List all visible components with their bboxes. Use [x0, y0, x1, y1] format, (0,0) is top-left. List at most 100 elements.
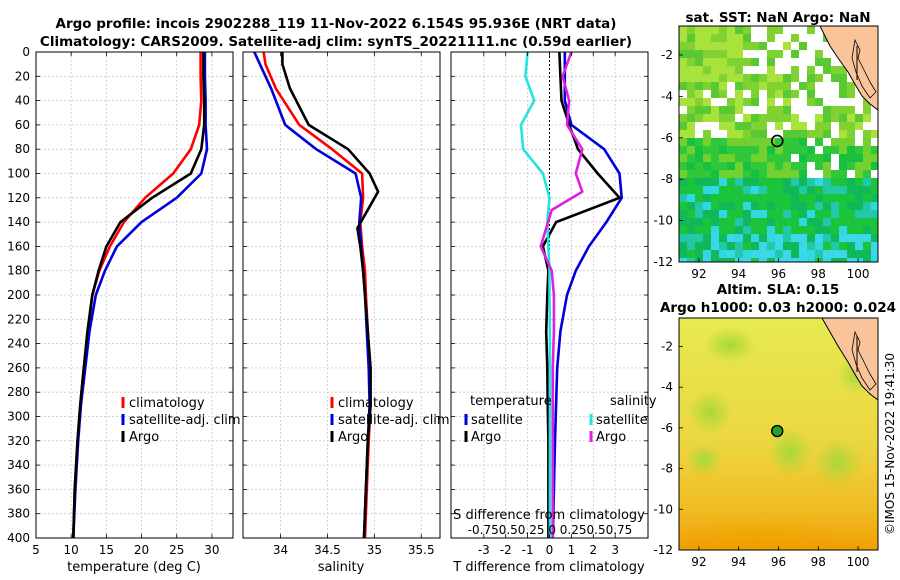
sst-cell	[831, 226, 839, 234]
sst-cell	[799, 162, 807, 170]
series-line-s-argo	[539, 52, 584, 538]
sst-cell	[791, 162, 799, 170]
sst-cell	[847, 234, 855, 242]
sst-map-ticks: 92 94 96 98 100 -2 -4 -6 -8 -10 -12	[653, 48, 869, 281]
sst-cell	[871, 226, 878, 234]
land-coast	[819, 26, 878, 111]
sst-cell	[799, 122, 807, 130]
sst-cell	[807, 170, 815, 178]
salinity-grid	[243, 51, 440, 539]
sst-cell	[759, 82, 767, 90]
series-line-t-satellite	[551, 52, 624, 538]
sst-cells	[679, 26, 878, 262]
sst-cell	[823, 242, 831, 250]
sst-cell	[855, 114, 863, 122]
sst-cell	[775, 50, 783, 58]
sst-cell	[727, 114, 735, 122]
salinity-xlabel: salinity	[318, 560, 365, 575]
sst-cell	[847, 242, 855, 250]
sla-map-subtitle: Argo h1000: 0.03 h2000: 0.024	[660, 300, 896, 316]
sst-cell	[799, 226, 807, 234]
sst-cell	[767, 82, 775, 90]
sst-cell	[695, 218, 703, 226]
sst-cell	[751, 90, 759, 98]
sst-cell	[831, 122, 839, 130]
sst-cell	[783, 122, 791, 130]
sst-cell	[815, 90, 823, 98]
tick-label-x: 15	[99, 543, 114, 557]
sst-cell	[783, 58, 791, 66]
sst-cell	[871, 170, 878, 178]
sst-map-title: sat. SST: NaN Argo: NaN	[685, 10, 870, 26]
sst-cell	[863, 122, 871, 130]
sla-map-panel: Altim. SLA: 0.15 Argo h1000: 0.03 h2000:…	[653, 282, 896, 569]
sst-cell	[735, 42, 743, 50]
sst-cell	[871, 210, 878, 218]
sst-cell	[847, 98, 855, 106]
map-tick-label-y: -12	[653, 255, 673, 269]
sst-cell	[839, 242, 847, 250]
sst-cell	[719, 98, 727, 106]
sst-cell	[783, 146, 791, 154]
sst-cell	[839, 178, 847, 186]
sst-cell	[807, 98, 815, 106]
sst-cell	[679, 186, 687, 194]
tick-label-y: 380	[7, 507, 30, 521]
tick-label-y: 160	[7, 239, 30, 253]
sst-cell	[783, 162, 791, 170]
sst-cell	[695, 170, 703, 178]
sst-cell	[847, 218, 855, 226]
sst-cell	[831, 90, 839, 98]
sst-cell	[695, 50, 703, 58]
sst-cell	[759, 66, 767, 74]
sst-cell	[743, 218, 751, 226]
sst-cell	[767, 50, 775, 58]
sst-cell	[783, 82, 791, 90]
sst-cell	[807, 178, 815, 186]
sst-cell	[767, 122, 775, 130]
sst-cell	[839, 250, 847, 258]
sst-cell	[863, 186, 871, 194]
sst-cell	[815, 146, 823, 154]
sst-cell	[839, 218, 847, 226]
sst-cell	[735, 130, 743, 138]
sst-cell	[743, 130, 751, 138]
sst-cell	[679, 74, 687, 82]
sst-cell	[727, 250, 735, 258]
sst-cell	[807, 26, 815, 34]
sst-cell	[735, 226, 743, 234]
sst-cell	[839, 98, 847, 106]
sst-cell	[703, 66, 711, 74]
sst-cell	[695, 234, 703, 242]
sst-cell	[823, 218, 831, 226]
sst-cell	[703, 210, 711, 218]
sst-cell	[711, 34, 719, 42]
sst-cell	[871, 162, 878, 170]
sst-cell	[847, 146, 855, 154]
sst-cell	[751, 82, 759, 90]
sst-cell	[831, 154, 839, 162]
sst-cell	[687, 42, 695, 50]
sst-cell	[695, 210, 703, 218]
sst-cell	[759, 58, 767, 66]
sst-cell	[743, 122, 751, 130]
sst-cell	[831, 242, 839, 250]
sst-cell	[695, 122, 703, 130]
sst-cell	[871, 146, 878, 154]
sst-cell	[767, 34, 775, 42]
sst-cell	[735, 74, 743, 82]
sst-cell	[807, 234, 815, 242]
sst-cell	[751, 218, 759, 226]
sst-cell	[775, 82, 783, 90]
sst-cell	[855, 202, 863, 210]
sst-cell	[727, 170, 735, 178]
sst-cell	[727, 178, 735, 186]
sst-cell	[727, 122, 735, 130]
sst-cell	[791, 98, 799, 106]
tick-label-x: 34.5	[314, 543, 341, 557]
sst-cell	[799, 82, 807, 90]
sla-map-ticks: 92 94 96 98 100 -2 -4 -6 -8 -10 -12	[653, 339, 869, 569]
sst-cell	[711, 66, 719, 74]
title-line-2: Climatology: CARS2009. Satellite-adj cli…	[40, 34, 632, 50]
sst-cell	[735, 146, 743, 154]
